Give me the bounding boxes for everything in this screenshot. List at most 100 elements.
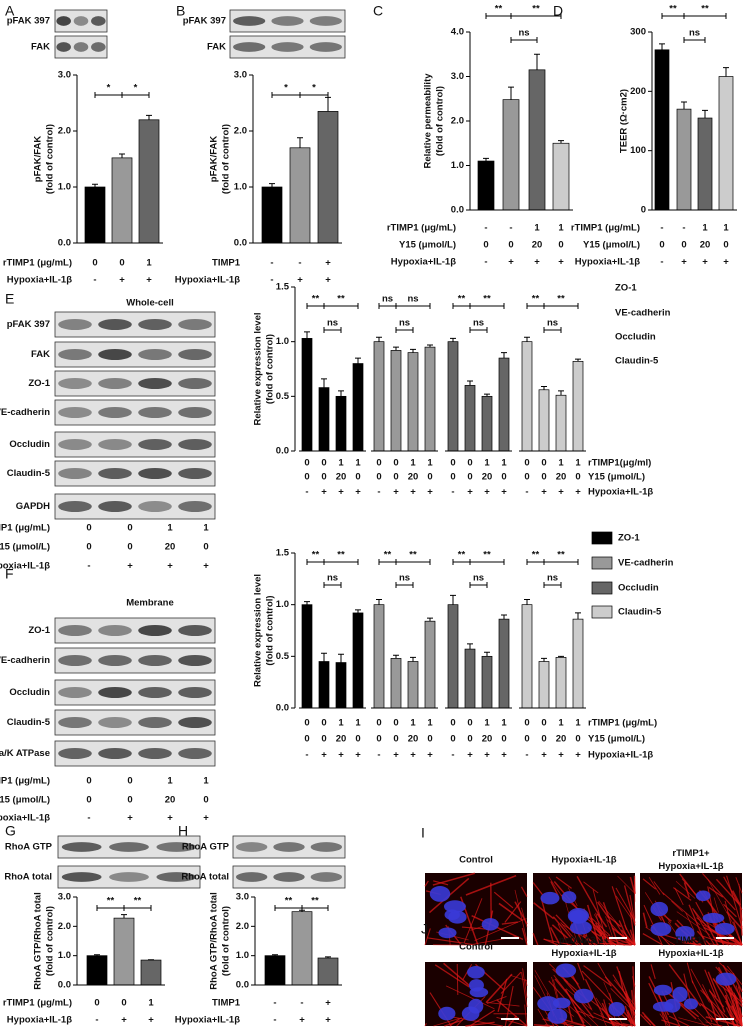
condition-value: - <box>525 487 528 498</box>
condition-value: 1 <box>355 458 361 469</box>
nucleus <box>650 901 669 917</box>
error-bar <box>410 656 416 662</box>
actin-fiber <box>664 990 700 1018</box>
blot-band <box>58 748 92 759</box>
condition-value: 0 <box>558 240 563 251</box>
actin-fiber <box>702 935 730 946</box>
actin-fiber <box>632 933 636 946</box>
bar <box>317 957 339 986</box>
nucleus <box>537 996 560 1012</box>
image-title: rTIMP1+ <box>672 848 710 859</box>
panel-letter: D <box>553 3 563 19</box>
condition-value: 20 <box>336 472 347 483</box>
y-tick-label: 200 <box>630 86 646 97</box>
condition-value: + <box>558 750 564 761</box>
actin-fiber <box>469 1009 496 1027</box>
blot-band <box>178 407 212 418</box>
blot-band <box>273 872 305 882</box>
condition-label: Hypoxia+IL-1β <box>175 1015 240 1026</box>
y-axis-label: Relative permeability <box>423 73 434 169</box>
y-axis-label: pFAK/FAK <box>33 136 44 183</box>
actin-fiber <box>497 978 508 1012</box>
condition-value: + <box>338 487 344 498</box>
y-tick-label: 0.5 <box>276 391 290 402</box>
panel-letter: I <box>421 825 425 841</box>
actin-fiber <box>433 1017 463 1027</box>
error-bar <box>94 954 100 956</box>
significance-label: ** <box>337 294 345 305</box>
actin-fiber <box>532 932 539 946</box>
error-bar <box>297 137 303 148</box>
blot-band <box>178 349 212 360</box>
condition-value: 0 <box>393 472 398 483</box>
actin-fiber <box>581 970 614 1004</box>
blot-band <box>73 16 89 26</box>
y-axis-label: Relative expression level <box>253 574 264 687</box>
actin-fiber <box>450 1016 504 1027</box>
condition-value: 0 <box>450 472 455 483</box>
blot-row-label: pFAK 397 <box>7 16 50 27</box>
error-bar <box>681 101 687 110</box>
blot-band <box>58 501 92 512</box>
condition-value: 0 <box>575 472 580 483</box>
condition-value: 0 <box>524 718 529 729</box>
condition-value: - <box>305 750 308 761</box>
significance-label: ns <box>473 573 484 584</box>
condition-value: 0 <box>304 734 309 745</box>
significance-label: * <box>134 83 138 94</box>
condition-label: rTIMP1 (μg/mL) <box>3 258 72 269</box>
nucleus <box>469 987 489 998</box>
nucleus <box>653 984 672 996</box>
image-title: Control <box>459 942 493 953</box>
significance-bracket <box>395 559 431 565</box>
y-tick-label: 0 <box>641 205 646 216</box>
condition-label: Hypoxia+IL-1β <box>588 487 653 498</box>
actin-fiber <box>643 904 663 945</box>
blot-band <box>138 748 172 759</box>
y-axis-label: pFAK/FAK <box>209 136 220 183</box>
nucleus <box>429 885 451 902</box>
actin-fiber <box>648 876 661 895</box>
actin-fiber <box>726 911 743 930</box>
blot-band <box>58 717 92 728</box>
condition-value: 1 <box>575 458 581 469</box>
actin-fiber <box>708 943 720 946</box>
blot-band <box>233 42 266 52</box>
actin-fiber <box>550 881 559 896</box>
error-bar <box>321 652 327 662</box>
blot-row-label: ZO-1 <box>28 378 50 389</box>
actin-fiber <box>676 911 710 935</box>
actin-fiber <box>683 882 690 898</box>
significance-bracket <box>323 327 342 333</box>
error-bar <box>558 655 564 658</box>
significance-bracket <box>543 327 562 333</box>
error-bar <box>450 594 456 605</box>
y-tick-label: 0.0 <box>234 238 247 249</box>
actin-fiber <box>449 1018 460 1027</box>
blot-band <box>58 468 92 479</box>
actin-fiber <box>715 939 743 946</box>
error-bar <box>558 390 564 396</box>
error-bar <box>325 96 331 112</box>
actin-fiber <box>675 880 696 899</box>
actin-fiber <box>565 901 579 946</box>
legend-label: Occludin <box>618 583 659 594</box>
bar <box>318 661 330 709</box>
bar <box>464 648 476 709</box>
error-bar <box>534 53 540 70</box>
condition-value: 0 <box>541 718 546 729</box>
condition-value: + <box>146 275 152 286</box>
bar <box>502 99 520 211</box>
condition-value: 0 <box>541 472 546 483</box>
significance-bracket <box>683 37 706 43</box>
blot-row-label: FAK <box>207 42 226 53</box>
y-tick-label: 2.0 <box>451 116 464 127</box>
significance-label: ** <box>134 896 142 907</box>
y-tick-label: 0.0 <box>451 205 464 216</box>
condition-value: + <box>299 1015 305 1026</box>
condition-value: + <box>484 750 490 761</box>
condition-value: 0 <box>427 472 432 483</box>
actin-fiber <box>427 937 476 946</box>
condition-value: + <box>325 258 331 269</box>
blot-band <box>271 42 304 52</box>
